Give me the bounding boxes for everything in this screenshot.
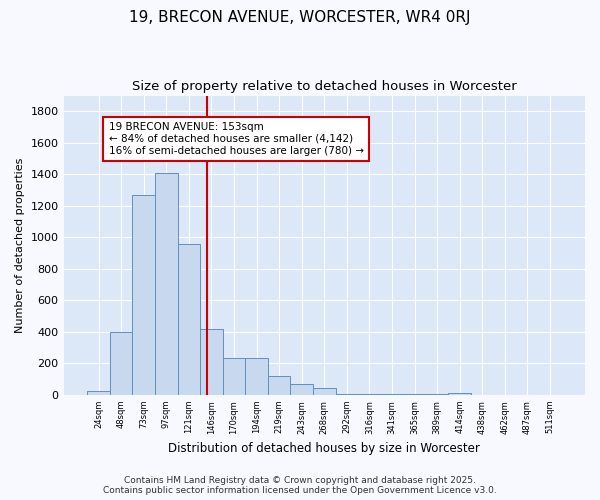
Bar [358, 394, 381, 395]
Bar [313, 388, 335, 395]
Bar [426, 394, 448, 395]
Bar [381, 394, 403, 395]
Bar [245, 358, 268, 395]
Bar [403, 394, 426, 395]
Title: Size of property relative to detached houses in Worcester: Size of property relative to detached ho… [132, 80, 517, 93]
X-axis label: Distribution of detached houses by size in Worcester: Distribution of detached houses by size … [169, 442, 480, 455]
Bar [200, 329, 223, 395]
Bar [268, 376, 290, 395]
Bar [178, 244, 200, 395]
Text: Contains HM Land Registry data © Crown copyright and database right 2025.
Contai: Contains HM Land Registry data © Crown c… [103, 476, 497, 495]
Bar [448, 392, 471, 395]
Bar [133, 195, 155, 395]
Bar [110, 332, 133, 395]
Bar [290, 384, 313, 395]
Bar [155, 173, 178, 395]
Bar [87, 391, 110, 395]
Bar [223, 358, 245, 395]
Bar [335, 394, 358, 395]
Text: 19, BRECON AVENUE, WORCESTER, WR4 0RJ: 19, BRECON AVENUE, WORCESTER, WR4 0RJ [129, 10, 471, 25]
Y-axis label: Number of detached properties: Number of detached properties [15, 158, 25, 333]
Text: 19 BRECON AVENUE: 153sqm
← 84% of detached houses are smaller (4,142)
16% of sem: 19 BRECON AVENUE: 153sqm ← 84% of detach… [109, 122, 364, 156]
